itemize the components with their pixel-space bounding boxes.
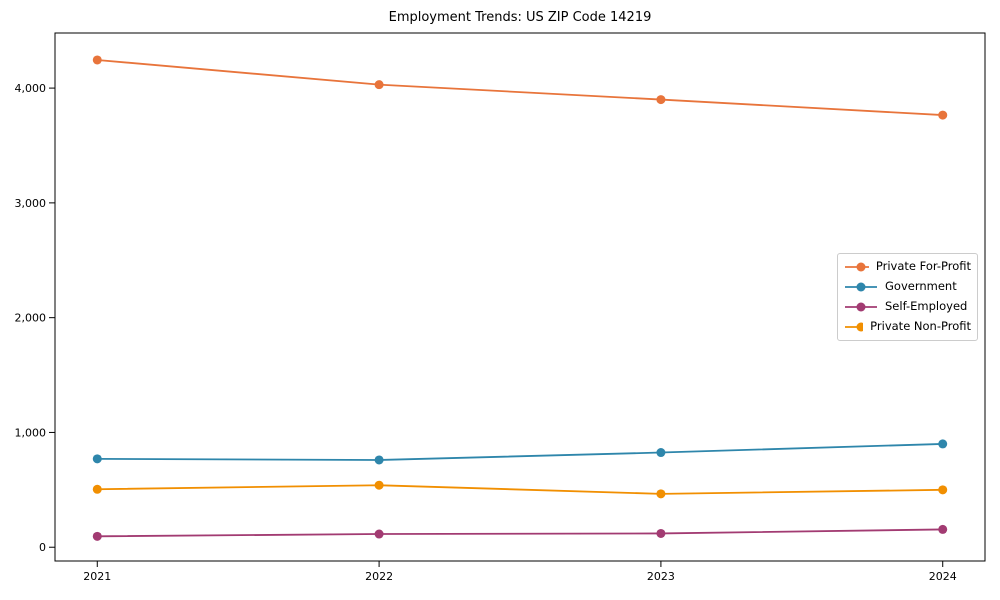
legend-item-private-for-profit: Private For-Profit (844, 261, 971, 273)
y-tick-label: 0 (39, 541, 46, 554)
data-point-private-for-profit-2022 (374, 80, 384, 90)
data-point-private-non-profit-2023 (656, 489, 666, 499)
data-point-private-non-profit-2024 (938, 485, 948, 495)
data-point-government-2021 (92, 454, 102, 464)
line-marker-icon (845, 322, 864, 332)
series-line-government (97, 443, 943, 461)
x-tick-label: 2024 (929, 570, 957, 583)
y-tick-label: 4,000 (15, 82, 47, 95)
legend-item-private-non-profit: Private Non-Profit (844, 321, 971, 333)
legend-label: Government (885, 279, 957, 294)
y-tick-label: 1,000 (15, 426, 47, 439)
legend-label: Private Non-Profit (870, 319, 971, 334)
series-line-self-employed (97, 528, 943, 538)
data-point-government-2023 (656, 448, 666, 458)
y-tick-label: 3,000 (15, 197, 47, 210)
x-tick-label: 2022 (365, 570, 393, 583)
legend-item-self-employed: Self-Employed (844, 301, 971, 313)
x-tick-label: 2021 (83, 570, 111, 583)
series-line-private-for-profit (97, 59, 943, 116)
line-marker-icon (845, 262, 869, 272)
data-point-self-employed-2021 (92, 531, 102, 541)
legend-item-government: Government (844, 281, 971, 293)
plot-frame (54, 32, 986, 562)
data-point-private-non-profit-2021 (92, 484, 102, 494)
legend: Private For-Profit Government Self-Emplo… (837, 253, 978, 341)
x-tick-label: 2023 (647, 570, 675, 583)
line-marker-icon (845, 302, 877, 312)
y-tick-label: 2,000 (15, 312, 47, 325)
data-point-private-for-profit-2021 (92, 55, 102, 65)
chart-title: Employment Trends: US ZIP Code 14219 (388, 10, 652, 25)
data-point-government-2022 (374, 455, 384, 465)
data-point-private-for-profit-2023 (656, 95, 666, 105)
data-point-private-non-profit-2022 (374, 480, 384, 490)
data-point-self-employed-2022 (374, 529, 384, 539)
data-point-private-for-profit-2024 (938, 110, 948, 120)
series-line-private-non-profit (97, 484, 943, 495)
line-marker-icon (845, 282, 877, 292)
data-point-self-employed-2024 (938, 524, 948, 534)
data-point-self-employed-2023 (656, 528, 666, 538)
legend-label: Private For-Profit (875, 259, 971, 274)
data-point-government-2024 (938, 439, 948, 449)
legend-label: Self-Employed (885, 299, 968, 314)
